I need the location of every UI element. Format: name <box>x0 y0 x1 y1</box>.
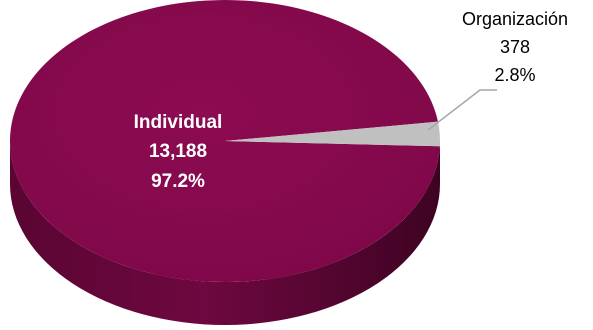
slice-value-individual: 13,188 <box>149 141 207 162</box>
pie-side-wall <box>10 141 440 325</box>
pie-slice-organizacion <box>225 121 441 147</box>
slice-percent-organizacion: 2.8% <box>494 65 535 85</box>
slice-label-organizacion: Organización <box>462 9 568 29</box>
pie-slice-individual <box>10 0 440 283</box>
leader-line-organizacion <box>427 89 497 131</box>
slice-label-individual: Individual <box>134 112 223 133</box>
slice-value-organizacion: 378 <box>500 37 530 57</box>
slice-percent-individual: 97.2% <box>151 171 205 192</box>
